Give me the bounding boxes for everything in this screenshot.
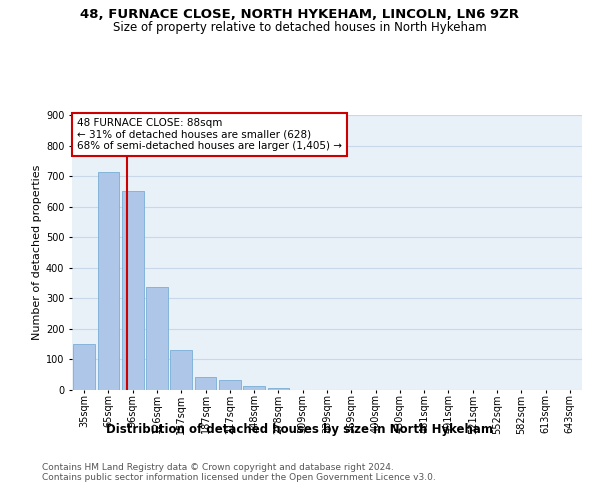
- Bar: [243, 386, 265, 390]
- Bar: [194, 376, 217, 390]
- Bar: [97, 172, 119, 390]
- Bar: [73, 344, 95, 390]
- Text: 48 FURNACE CLOSE: 88sqm
← 31% of detached houses are smaller (628)
68% of semi-d: 48 FURNACE CLOSE: 88sqm ← 31% of detache…: [77, 118, 342, 151]
- Text: 48, FURNACE CLOSE, NORTH HYKEHAM, LINCOLN, LN6 9ZR: 48, FURNACE CLOSE, NORTH HYKEHAM, LINCOL…: [80, 8, 520, 20]
- Bar: [146, 286, 168, 390]
- Text: Contains HM Land Registry data © Crown copyright and database right 2024.
Contai: Contains HM Land Registry data © Crown c…: [42, 462, 436, 482]
- Bar: [170, 350, 192, 390]
- Y-axis label: Number of detached properties: Number of detached properties: [32, 165, 41, 340]
- Text: Distribution of detached houses by size in North Hykeham: Distribution of detached houses by size …: [107, 422, 493, 436]
- Text: Size of property relative to detached houses in North Hykeham: Size of property relative to detached ho…: [113, 21, 487, 34]
- Bar: [268, 388, 289, 390]
- Bar: [219, 380, 241, 390]
- Bar: [122, 191, 143, 390]
